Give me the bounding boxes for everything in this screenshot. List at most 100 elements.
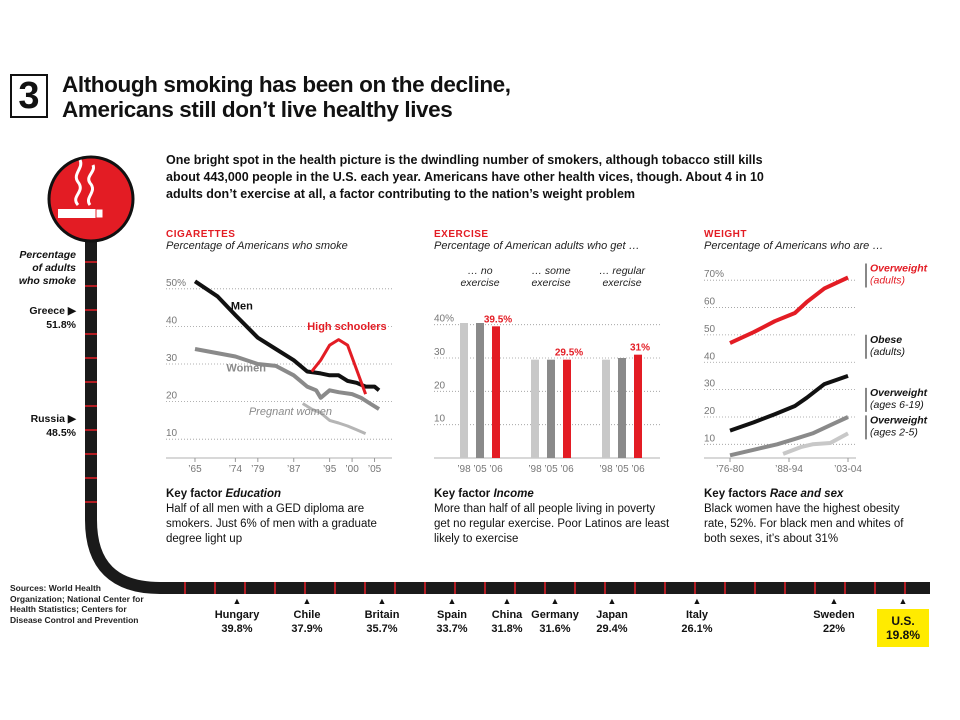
x-tick-label: ’87 — [287, 464, 301, 475]
group-label: exercise — [602, 277, 641, 289]
panel-title: WEIGHT — [704, 229, 747, 240]
group-label: exercise — [460, 277, 499, 289]
x-tick-label: ’00 — [345, 464, 359, 475]
country-value: 29.4% — [596, 623, 628, 635]
country-italy: ▲ Italy 26.1% — [662, 596, 732, 636]
marker-triangle-icon: ▲ — [607, 596, 617, 606]
section-number: 3 — [10, 74, 48, 118]
marker-triangle-icon: ▶ — [67, 413, 76, 425]
country-chile: ▲ Chile 37.9% — [272, 596, 342, 636]
keyfactor-label: Key factor — [166, 488, 223, 500]
y-tick-label: 20 — [704, 406, 716, 417]
panel-title: EXERCISE — [434, 229, 489, 240]
series-label: (adults) — [870, 346, 905, 358]
group-label: … regular — [599, 265, 646, 277]
series-label: (ages 2-5) — [870, 426, 918, 438]
y-tick-label: 20 — [434, 380, 446, 391]
y-tick-label: 40 — [166, 315, 178, 326]
x-tick-label: ’05 — [473, 464, 487, 475]
series-label: Overweight — [870, 262, 928, 274]
x-tick-label: ’74 — [229, 464, 243, 475]
bar — [531, 359, 539, 458]
country-sweden: ▲ Sweden 22% — [799, 596, 869, 636]
x-tick-label: ’06 — [489, 464, 503, 475]
keyfactor-exercise: Key factor Income More than half of all … — [434, 487, 674, 547]
series-line — [194, 347, 381, 411]
series-line — [301, 402, 367, 435]
marker-triangle-icon: ▲ — [829, 596, 839, 606]
keyfactor-name: Income — [493, 488, 534, 500]
country-name: Germany — [531, 609, 579, 621]
bar — [563, 359, 571, 458]
country-value: 22% — [822, 623, 846, 635]
side-axis-label: Percentage of adults who smoke — [8, 249, 76, 288]
country-spain: ▲ Spain 33.7% — [417, 596, 487, 636]
country-name: Chile — [293, 609, 321, 621]
x-tick-label: ’95 — [323, 464, 337, 475]
country-value: 35.7% — [366, 623, 398, 635]
series-label: (ages 6-19) — [870, 399, 924, 411]
country-us: ▲ U.S. 19.8% — [868, 596, 938, 647]
x-tick-label: ’98 — [457, 464, 471, 475]
country-name: U.S. — [891, 614, 915, 628]
country-name: China — [491, 609, 523, 621]
x-tick-label: ’05 — [368, 464, 382, 475]
marker-triangle-icon: ▲ — [232, 596, 242, 606]
country-value: 37.9% — [291, 623, 323, 635]
marker-triangle-icon: ▲ — [302, 596, 312, 606]
x-tick-label: ’76-80 — [716, 464, 744, 475]
keyfactor-name: Race and sex — [769, 488, 844, 500]
bar — [618, 358, 626, 458]
country-value: 19.8% — [885, 628, 921, 642]
series-line — [729, 374, 849, 433]
panel-weight: WEIGHT Percentage of Americans who are … — [704, 229, 944, 252]
y-tick-label: 40 — [704, 351, 716, 362]
y-tick-label: 50 — [704, 324, 716, 335]
country-name: Hungary — [214, 609, 260, 621]
keyfactor-label: Key factor — [434, 488, 491, 500]
series-label: Overweight — [870, 414, 928, 426]
page-title: Although smoking has been on the decline… — [62, 72, 582, 122]
series-line — [729, 275, 849, 345]
bar — [460, 323, 468, 458]
country-greece: Greece ▶ 51.8% — [10, 304, 76, 332]
side-axis-label-line2: of adults — [32, 262, 76, 274]
country-value: 31.6% — [539, 623, 571, 635]
keyfactor-text: More than half of all people living in p… — [434, 503, 670, 545]
data-label: 29.5% — [555, 348, 583, 359]
side-axis-label-line3: who smoke — [18, 275, 76, 287]
country-name: Japan — [596, 609, 628, 621]
country-britain: ▲ Britain 35.7% — [347, 596, 417, 636]
country-value: 33.7% — [436, 623, 468, 635]
bar — [602, 359, 610, 458]
panel-exercise: EXERCISE Percentage of American adults w… — [434, 229, 674, 252]
no-smoking-cigarette-icon — [47, 155, 135, 243]
bar — [492, 326, 500, 458]
series-label: Overweight — [870, 387, 928, 399]
country-russia: Russia ▶ 48.5% — [10, 412, 76, 440]
country-name: Spain — [437, 609, 467, 621]
x-tick-label: ’05 — [615, 464, 629, 475]
series-label: Pregnant women — [249, 406, 332, 418]
x-tick-label: ’88-94 — [775, 464, 803, 475]
keyfactor-text: Black women have the highest obesity rat… — [704, 503, 904, 545]
series-label: (adults) — [870, 274, 905, 286]
x-tick-label: ’79 — [251, 464, 265, 475]
country-japan: ▲ Japan 29.4% — [577, 596, 647, 636]
x-tick-label: ’98 — [528, 464, 542, 475]
series-label: Women — [226, 363, 266, 375]
panel-subtitle: Percentage of Americans who smoke — [166, 240, 348, 252]
keyfactor-weight: Key factors Race and sex Black women hav… — [704, 487, 924, 547]
keyfactor-cigarettes: Key factor Education Half of all men wit… — [166, 487, 406, 547]
x-tick-label: ’06 — [560, 464, 574, 475]
keyfactor-name: Education — [225, 488, 282, 500]
marker-triangle-icon: ▲ — [377, 596, 387, 606]
country-value: 51.8% — [46, 319, 76, 331]
series-label: Obese — [870, 334, 902, 346]
side-axis-label-line1: Percentage — [19, 249, 76, 261]
intro-paragraph: One bright spot in the health picture is… — [166, 153, 764, 201]
country-name: Sweden — [813, 609, 855, 621]
panel-title: CIGARETTES — [166, 229, 236, 240]
page-title-line1: Although smoking has been on the decline… — [62, 72, 511, 97]
